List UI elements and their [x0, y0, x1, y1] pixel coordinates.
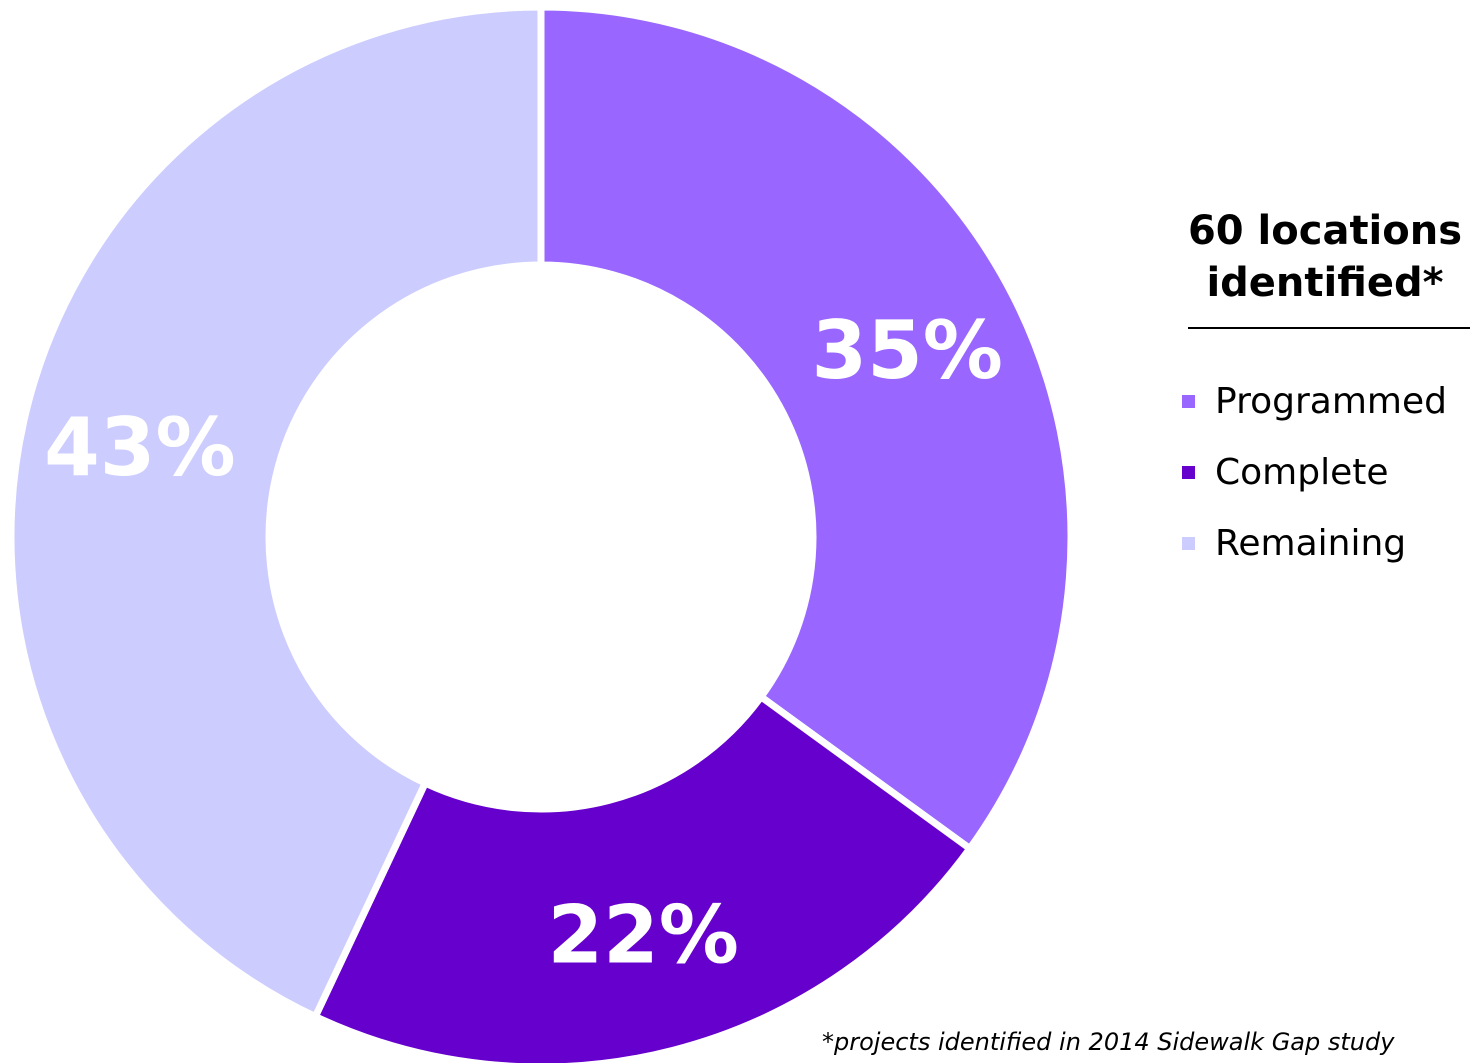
legend-title: 60 locations identified* [1187, 208, 1463, 306]
legend-swatch-remaining [1182, 537, 1195, 550]
legend-item-programmed: Programmed [1182, 365, 1480, 438]
legend-label-remaining: Remaining [1215, 523, 1407, 564]
slice-label-remaining: 43% [44, 401, 235, 494]
slice-remaining [7, 3, 545, 1022]
footnote: *projects identified in 2014 Sidewalk Ga… [822, 1028, 1395, 1056]
legend-divider [1188, 327, 1470, 329]
legend-label-programmed: Programmed [1215, 381, 1447, 422]
slice-complete [310, 691, 975, 1063]
slice-programmed [537, 3, 1075, 854]
legend-item-remaining: Remaining [1182, 507, 1480, 580]
legend-swatch-programmed [1182, 395, 1195, 408]
legend: 60 locations identified* Programmed Compl… [1180, 205, 1480, 580]
donut-chart: 35% 22% 43% [7, 3, 1075, 1063]
legend-item-complete: Complete [1182, 436, 1480, 509]
legend-swatch-complete [1182, 466, 1195, 479]
legend-label-complete: Complete [1215, 452, 1389, 493]
slice-label-programmed: 35% [811, 304, 1002, 397]
legend-items: Programmed Complete Remaining [1180, 365, 1480, 580]
slice-label-complete: 22% [547, 889, 738, 982]
